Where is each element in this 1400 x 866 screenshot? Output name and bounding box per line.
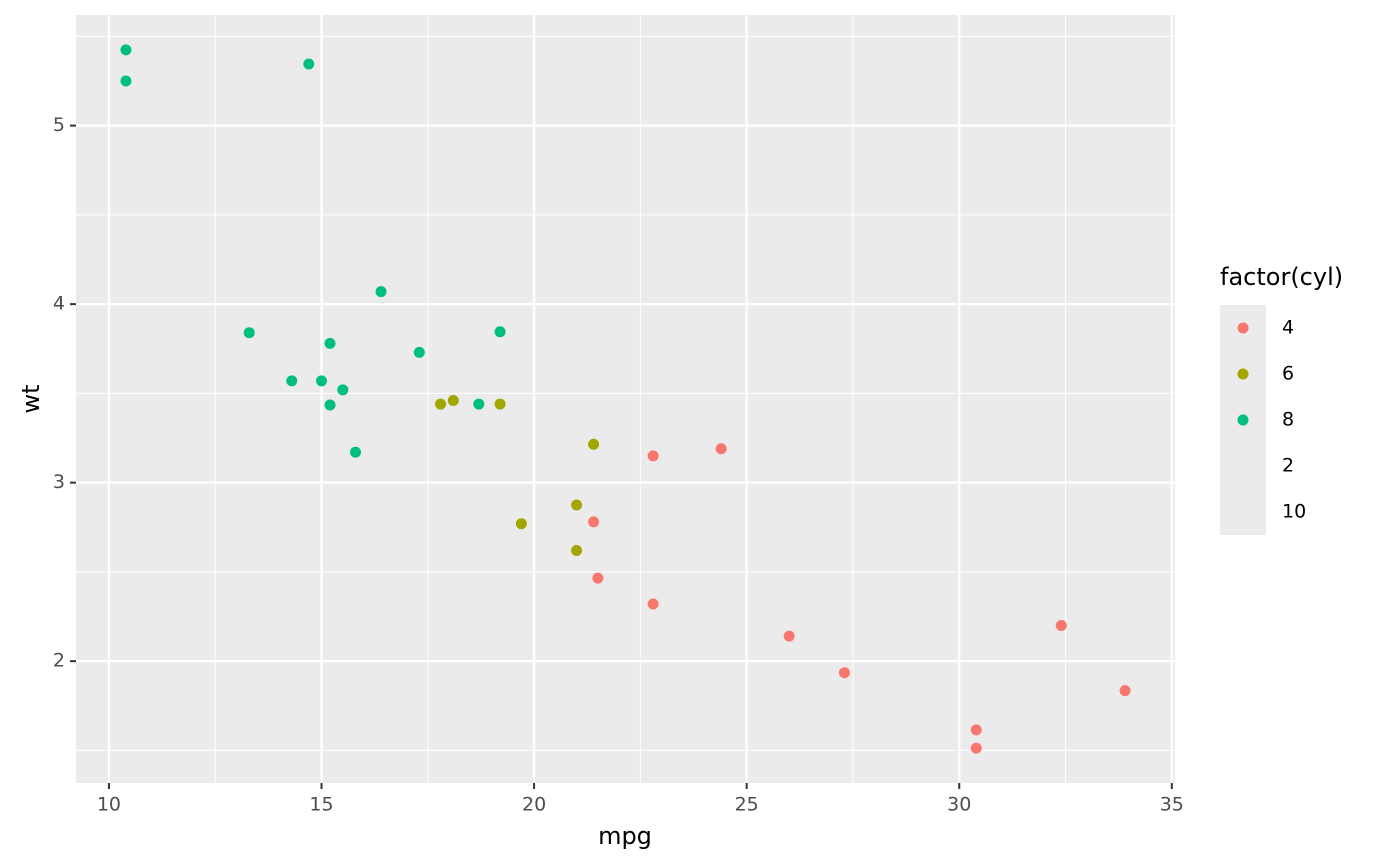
x-tick-label: 20 — [522, 794, 546, 816]
point — [970, 724, 982, 736]
legend-marker — [1237, 368, 1249, 380]
panel-background — [76, 15, 1175, 783]
y-axis-title: wt — [17, 384, 45, 413]
point — [337, 384, 349, 396]
point — [303, 58, 315, 70]
y-tick-label: 4 — [53, 293, 65, 315]
point — [647, 450, 659, 462]
point — [324, 399, 336, 411]
x-tick-label: 25 — [735, 794, 759, 816]
x-tick-label: 30 — [947, 794, 971, 816]
legend-key — [1220, 443, 1266, 489]
legend-label: 6 — [1282, 363, 1294, 385]
legend-marker — [1237, 414, 1249, 426]
point — [120, 75, 132, 87]
point — [324, 337, 336, 349]
legend-key — [1220, 489, 1266, 535]
point — [1055, 619, 1067, 631]
point — [838, 667, 850, 679]
x-tick-label: 35 — [1160, 794, 1184, 816]
point — [350, 446, 362, 458]
point — [571, 544, 583, 556]
point — [435, 398, 447, 410]
y-tick-label: 3 — [53, 471, 65, 493]
point — [286, 375, 298, 387]
legend-label: 10 — [1282, 501, 1306, 523]
legend-marker — [1237, 322, 1249, 334]
point — [494, 326, 506, 338]
point — [494, 398, 506, 410]
point — [243, 327, 255, 339]
legend-title: factor(cyl) — [1220, 263, 1343, 291]
point — [647, 598, 659, 610]
x-axis-title: mpg — [598, 822, 652, 850]
legend-label: 8 — [1282, 409, 1294, 431]
point — [413, 346, 425, 358]
point — [473, 398, 485, 410]
point — [571, 499, 583, 511]
legend-label: 2 — [1282, 455, 1294, 477]
point — [120, 44, 132, 56]
point — [970, 742, 982, 754]
y-tick-label: 2 — [53, 650, 65, 672]
legend-label: 4 — [1282, 317, 1294, 339]
point — [375, 286, 387, 298]
x-tick-label: 10 — [97, 794, 121, 816]
point — [316, 375, 328, 387]
point — [592, 572, 604, 584]
point — [783, 630, 795, 642]
point — [588, 516, 600, 528]
point — [515, 518, 527, 530]
point — [1119, 685, 1131, 697]
point — [447, 395, 459, 407]
point — [715, 443, 727, 455]
point — [588, 438, 600, 450]
y-tick-label: 5 — [53, 114, 65, 136]
x-tick-label: 15 — [309, 794, 333, 816]
